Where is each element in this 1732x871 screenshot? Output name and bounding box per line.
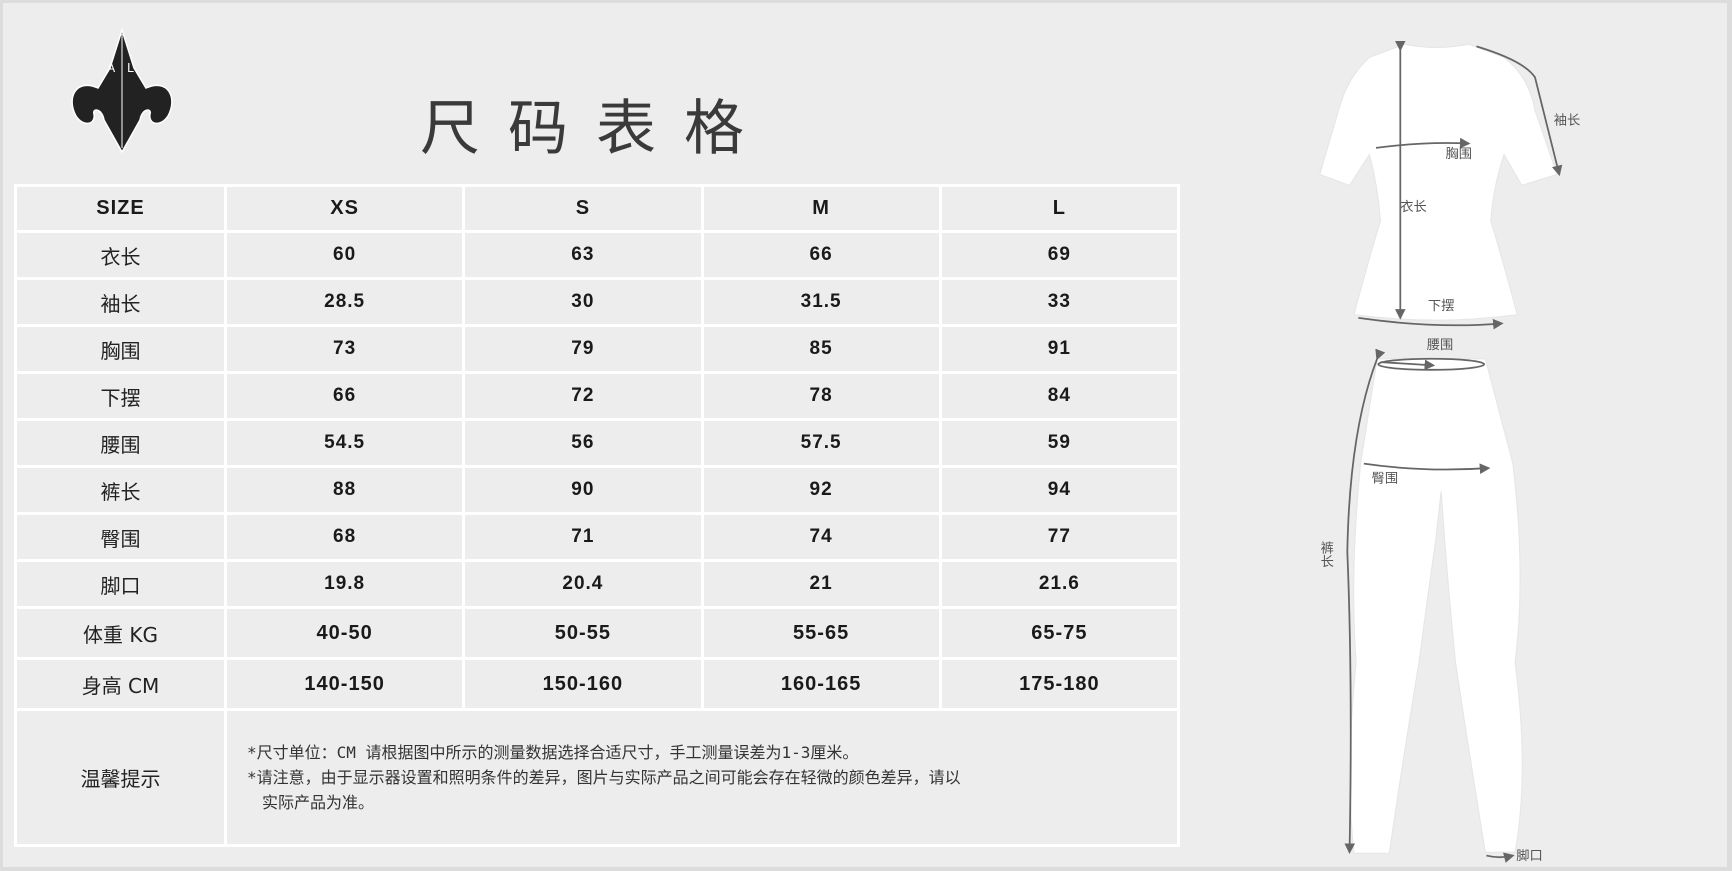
size-value-cell: 57.5 xyxy=(700,418,942,468)
note-line: *尺寸单位：CM 请根据图中所示的测量数据选择合适尺寸，手工测量误差为1-3厘米… xyxy=(247,743,859,762)
size-value-cell: 79 xyxy=(462,324,704,374)
note-line: 实际产品为准。 xyxy=(262,793,375,812)
header-cell: SIZE xyxy=(14,184,227,233)
size-value-cell: 90 xyxy=(462,465,704,515)
size-value-cell: 73 xyxy=(223,324,466,374)
notes-row: 温馨提示 *尺寸单位：CM 请根据图中所示的测量数据选择合适尺寸，手工测量误差为… xyxy=(14,708,1180,847)
size-value-cell: 31.5 xyxy=(700,277,942,327)
size-value-cell: 30 xyxy=(462,277,704,327)
row-label: 衣长 xyxy=(14,230,227,280)
row-label: 臀围 xyxy=(14,512,227,562)
size-value-cell: 21 xyxy=(700,559,942,609)
size-value-cell: 19.8 xyxy=(223,559,466,609)
table-row: 胸围 73 79 85 91 xyxy=(14,324,1181,374)
table-row: 体重 KG 40-50 50-55 55-65 65-75 xyxy=(14,606,1181,660)
size-value-cell: 92 xyxy=(700,465,942,515)
row-label: 脚口 xyxy=(14,559,227,609)
row-label: 下摆 xyxy=(14,371,227,421)
header-cell: XS xyxy=(223,184,466,233)
header-cell: L xyxy=(938,184,1181,233)
size-value-cell: 21.6 xyxy=(938,559,1181,609)
size-value-cell: 72 xyxy=(462,371,704,421)
size-value-cell: 50-55 xyxy=(462,606,704,660)
page-title: 尺码表格 xyxy=(420,94,772,164)
size-value-cell: 66 xyxy=(223,371,466,421)
size-value-cell: 77 xyxy=(938,512,1181,562)
row-label: 胸围 xyxy=(14,324,227,374)
size-value-cell: 94 xyxy=(938,465,1181,515)
header-cell: M xyxy=(700,184,942,233)
size-value-cell: 40-50 xyxy=(223,606,466,660)
row-label: 身高 CM xyxy=(14,657,227,711)
size-value-cell: 91 xyxy=(938,324,1181,374)
table-row: 裤长 88 90 92 94 xyxy=(14,465,1181,515)
size-value-cell: 60 xyxy=(223,230,466,280)
size-value-cell: 69 xyxy=(938,230,1181,280)
size-value-cell: 74 xyxy=(700,512,942,562)
size-value-cell: 84 xyxy=(938,371,1181,421)
brand-logo: A L xyxy=(71,28,173,154)
svg-text:L: L xyxy=(127,61,134,75)
header-cell: S xyxy=(462,184,704,233)
table-row: 臀围 68 71 74 77 xyxy=(14,512,1181,562)
size-value-cell: 59 xyxy=(938,418,1181,468)
size-value-cell: 55-65 xyxy=(700,606,942,660)
notes-label: 温馨提示 xyxy=(14,708,227,847)
table-row: 腰围 54.5 56 57.5 59 xyxy=(14,418,1181,468)
size-value-cell: 140-150 xyxy=(223,657,466,711)
size-value-cell: 78 xyxy=(700,371,942,421)
size-value-cell: 63 xyxy=(462,230,704,280)
row-label: 腰围 xyxy=(14,418,227,468)
row-label: 袖长 xyxy=(14,277,227,327)
size-table: SIZE XS S M L 衣长 60 63 66 69 袖长 28.5 30 31.5 33 胸围… xyxy=(14,184,1181,847)
size-value-cell: 54.5 xyxy=(223,418,466,468)
size-value-cell: 33 xyxy=(938,277,1181,327)
note-line: *请注意，由于显示器设置和照明条件的差异，图片与实际产品之间可能会存在轻微的颜色… xyxy=(247,768,961,787)
size-value-cell: 71 xyxy=(462,512,704,562)
table-header-row: SIZE XS S M L xyxy=(14,184,1181,233)
size-value-cell: 20.4 xyxy=(462,559,704,609)
size-value-cell: 175-180 xyxy=(938,657,1181,711)
size-value-cell: 56 xyxy=(462,418,704,468)
row-label: 体重 KG xyxy=(14,606,227,660)
table-row: 下摆 66 72 78 84 xyxy=(14,371,1181,421)
table-row: 身高 CM 140-150 150-160 160-165 175-180 xyxy=(14,657,1181,711)
size-value-cell: 150-160 xyxy=(462,657,704,711)
size-value-cell: 66 xyxy=(700,230,942,280)
size-value-cell: 88 xyxy=(223,465,466,515)
row-label: 裤长 xyxy=(14,465,227,515)
size-value-cell: 160-165 xyxy=(700,657,942,711)
table-row: 脚口 19.8 20.4 21 21.6 xyxy=(14,559,1181,609)
table-row: 袖长 28.5 30 31.5 33 xyxy=(14,277,1181,327)
svg-text:A: A xyxy=(107,61,116,75)
notes-cell: *尺寸单位：CM 请根据图中所示的测量数据选择合适尺寸，手工测量误差为1-3厘米… xyxy=(224,708,1180,847)
size-value-cell: 68 xyxy=(223,512,466,562)
size-value-cell: 28.5 xyxy=(223,277,466,327)
size-value-cell: 65-75 xyxy=(938,606,1181,660)
table-row: 衣长 60 63 66 69 xyxy=(14,230,1181,280)
size-value-cell: 85 xyxy=(700,324,942,374)
